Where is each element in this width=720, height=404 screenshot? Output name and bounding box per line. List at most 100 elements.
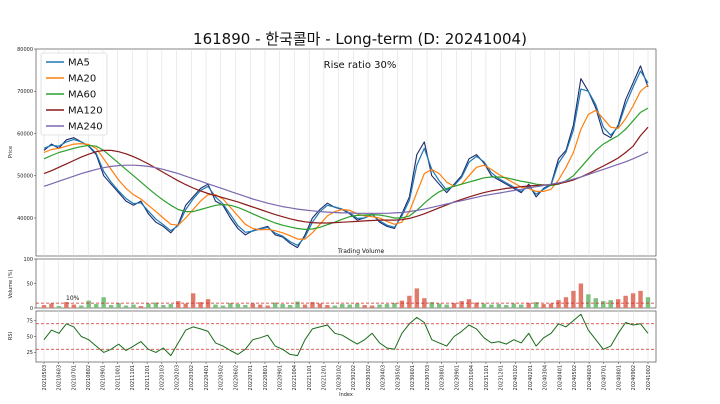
volume-bar: [168, 304, 173, 308]
volume-bar: [519, 304, 524, 308]
volume-bar: [645, 297, 651, 308]
x-tick-label: 20240603: [587, 365, 593, 390]
x-tick-label: 20240902: [631, 365, 637, 390]
x-tick-label: 20220401: [204, 365, 210, 390]
volume-bar: [511, 303, 516, 308]
volume-bar: [407, 295, 412, 308]
price-y-tick-label: 40000: [17, 216, 33, 222]
x-tick-label: 20220103: [160, 365, 166, 390]
volume-bar: [258, 304, 263, 308]
rsi-axis-label: RSI: [8, 332, 14, 340]
x-tick-label: 20220502: [219, 365, 225, 390]
price-y-tick-label: 70000: [17, 89, 33, 95]
x-tick-label: 20231201: [498, 365, 504, 390]
price-y-tick-label: 80000: [17, 47, 33, 53]
volume-bar: [354, 303, 360, 308]
volume-bar: [310, 302, 315, 308]
volume-bar: [601, 301, 606, 308]
x-tick-label: 20240502: [572, 365, 578, 390]
series-line-ma20: [43, 84, 649, 240]
volume-bar: [630, 293, 636, 308]
x-tick-label: 20241002: [646, 365, 652, 390]
x-tick-label: 20221004: [292, 365, 298, 390]
volume-bar: [340, 304, 345, 308]
x-axis-label: Index: [339, 392, 353, 398]
x-tick-label: 20230302: [366, 365, 372, 390]
volume-bar: [123, 305, 129, 308]
volume-bar: [198, 302, 203, 308]
volume-bar: [41, 305, 47, 308]
x-tick-label: 20220701: [248, 365, 254, 390]
volume-bar: [556, 300, 561, 308]
volume-bar: [571, 290, 576, 308]
x-tick-label: 20210603: [57, 365, 63, 390]
volume-bar: [213, 304, 218, 308]
volume-bar: [466, 299, 472, 308]
volume-bar: [235, 304, 241, 308]
legend: MA5 MA20 MA60 MA120 MA240: [40, 52, 108, 136]
volume-bar: [176, 301, 181, 308]
x-tick-label: 20231101: [484, 365, 490, 390]
price-y-tick-label: 50000: [17, 174, 33, 180]
legend-label-ma20: MA20: [68, 74, 96, 85]
volume-bar: [183, 303, 188, 308]
x-tick-label: 20220203: [174, 365, 180, 390]
volume-bar: [205, 299, 211, 308]
volume-bar: [362, 305, 367, 308]
volume-bar: [593, 298, 599, 308]
series-line-ma120: [43, 126, 649, 224]
legend-label-ma240: MA240: [68, 122, 103, 133]
x-tick-label: 20240304: [543, 365, 549, 390]
rsi-series-group: [36, 313, 656, 357]
x-tick-label: 20221201: [322, 365, 328, 390]
volume-bar: [86, 300, 91, 308]
volume-bar: [481, 303, 487, 308]
volume-bar: [146, 303, 151, 308]
volume-bar: [384, 304, 390, 308]
rsi-panel-frame: [35, 310, 657, 363]
volume-bar: [399, 300, 405, 308]
volume-bar: [451, 303, 457, 308]
x-tick-label: 20230703: [425, 365, 431, 390]
x-tick-label: 20210901: [101, 365, 107, 390]
x-tick-label: 20240102: [513, 365, 519, 390]
volume-bar: [548, 303, 554, 308]
volume-bar: [265, 305, 270, 308]
price-y-tick-label: 60000: [17, 131, 33, 137]
volume-bar: [272, 302, 278, 308]
x-tick-label: 20220801: [263, 365, 269, 390]
volume-bar: [287, 305, 293, 308]
legend-label-ma5: MA5: [68, 58, 90, 69]
volume-bar: [56, 306, 62, 308]
volume-bar: [302, 304, 308, 308]
volume-bar: [49, 303, 54, 308]
rsi-y-tick-label: 75: [27, 318, 33, 324]
x-tick-label: 20211101: [130, 365, 136, 390]
price-y-axis: 40000 50000 60000 70000 80000: [17, 47, 36, 222]
volume-bar: [138, 306, 144, 308]
volume-bar: [437, 303, 442, 308]
volume-bar: [243, 305, 248, 308]
x-tick-label: 20231004: [469, 365, 475, 390]
volume-bar: [504, 305, 509, 308]
volume-bar: [392, 303, 397, 308]
volume-bar: [64, 302, 69, 308]
volume-bar: [131, 304, 136, 308]
x-axis: 20210503 20210603 20210701 20210802 20210901…: [42, 362, 652, 390]
volume-bar: [332, 305, 338, 308]
x-tick-label: 20210701: [71, 365, 77, 390]
volume-bar: [220, 305, 226, 308]
x-tick-label: 20211201: [145, 365, 151, 390]
x-tick-label: 20230801: [440, 365, 446, 390]
volume-y-axis: 0 50 100: [23, 257, 36, 312]
x-tick-label: 20240701: [602, 365, 608, 390]
price-panel-frame: [35, 48, 657, 257]
volume-bar: [190, 293, 196, 308]
volume-bar: [93, 304, 99, 308]
volume-bar: [153, 302, 159, 308]
volume-bar: [369, 305, 375, 308]
volume-ref-label: 10%: [66, 295, 80, 302]
volume-bar: [161, 305, 166, 308]
x-tick-label: 20230502: [395, 365, 401, 390]
